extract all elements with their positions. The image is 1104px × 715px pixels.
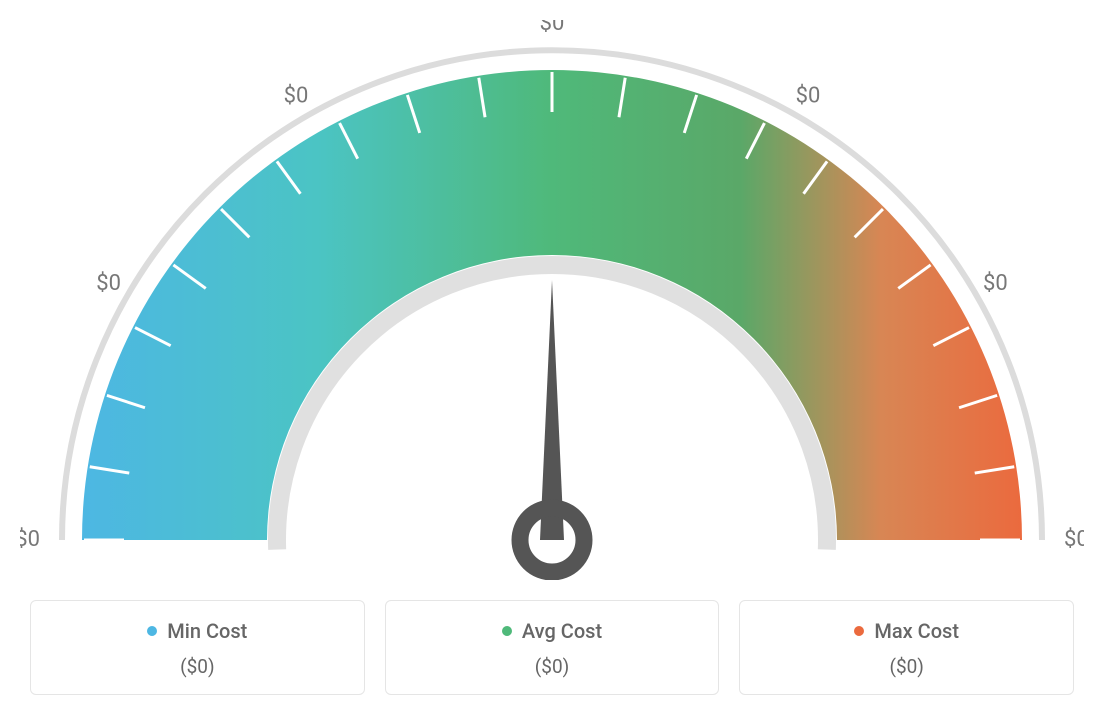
svg-text:$0: $0 — [983, 271, 1008, 296]
legend-label: Avg Cost — [522, 619, 602, 643]
svg-text:$0: $0 — [284, 83, 309, 108]
svg-text:$0: $0 — [796, 83, 821, 108]
legend-value-min: ($0) — [41, 655, 354, 678]
svg-text:$0: $0 — [20, 527, 40, 552]
legend-title-min: Min Cost — [147, 619, 247, 643]
dot-icon — [854, 626, 864, 636]
legend-value-max: ($0) — [750, 655, 1063, 678]
legend-value-avg: ($0) — [396, 655, 709, 678]
legend-label: Max Cost — [874, 619, 959, 643]
legend-card-avg: Avg Cost ($0) — [385, 600, 720, 695]
gauge-chart: $0 $0 $0 $0 $0 $0 $0 Min Cost ($0) Avg Cost ($… — [20, 20, 1084, 695]
legend-label: Min Cost — [167, 619, 247, 643]
svg-text:$0: $0 — [1064, 527, 1084, 552]
dot-icon — [147, 626, 157, 636]
legend-row: Min Cost ($0) Avg Cost ($0) Max Cost ($0… — [20, 600, 1084, 695]
legend-card-min: Min Cost ($0) — [30, 600, 365, 695]
gauge-svg: $0 $0 $0 $0 $0 $0 $0 — [20, 20, 1084, 580]
legend-title-avg: Avg Cost — [502, 619, 602, 643]
svg-text:$0: $0 — [96, 271, 121, 296]
dot-icon — [502, 626, 512, 636]
svg-text:$0: $0 — [540, 20, 565, 36]
legend-title-max: Max Cost — [854, 619, 959, 643]
legend-card-max: Max Cost ($0) — [739, 600, 1074, 695]
